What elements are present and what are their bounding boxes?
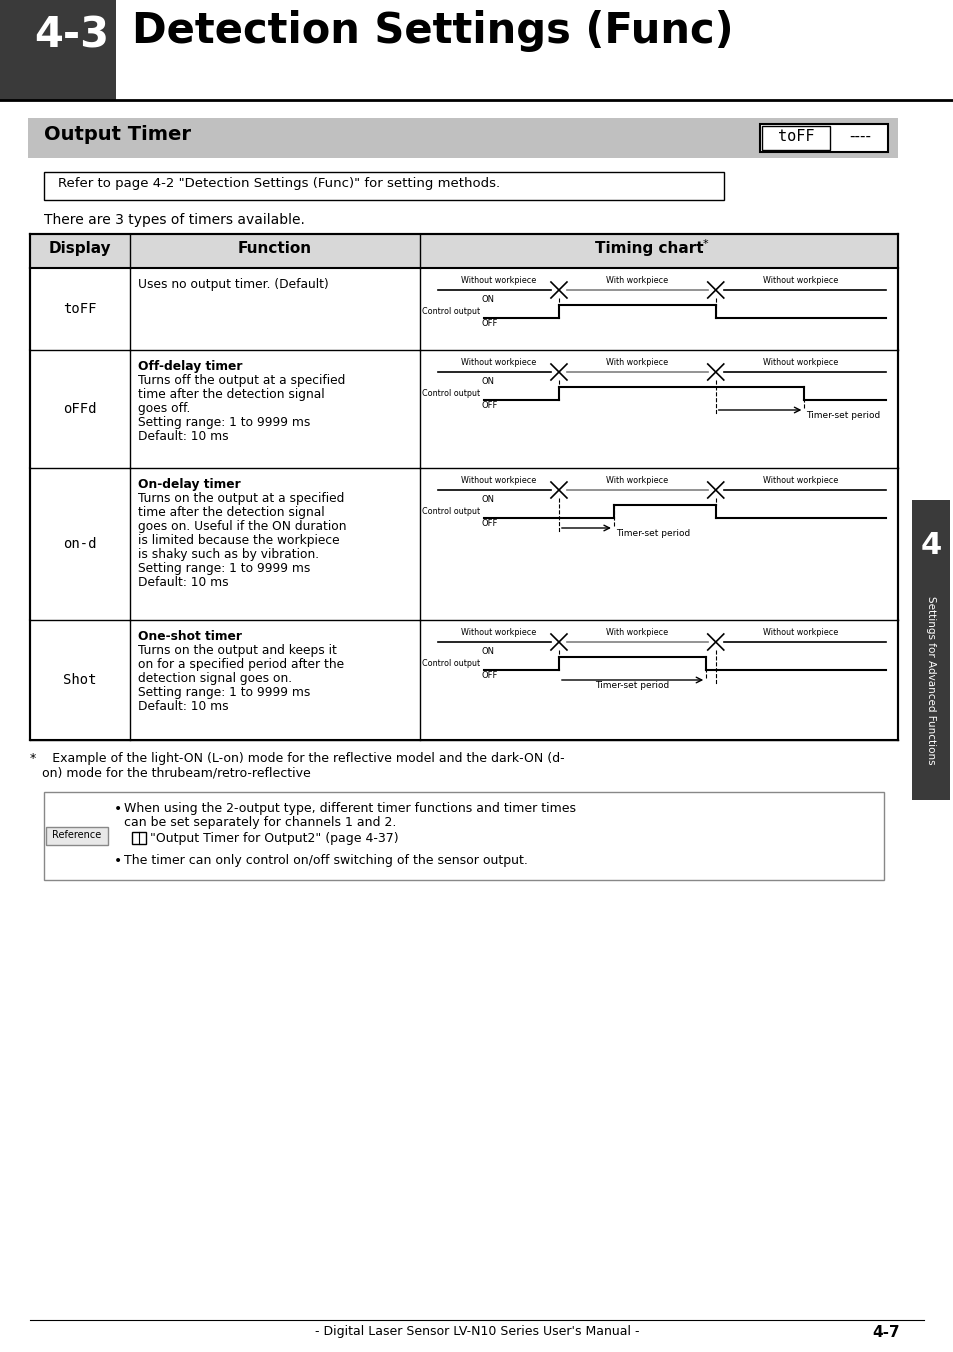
Bar <box>44 172 723 200</box>
Text: Without workpiece: Without workpiece <box>762 627 838 637</box>
Text: ON: ON <box>481 648 495 656</box>
Text: Off-delay timer: Off-delay timer <box>138 360 242 373</box>
Text: Function: Function <box>237 241 312 256</box>
Bar <box>30 234 897 268</box>
Text: Settings for Advanced Functions: Settings for Advanced Functions <box>925 596 935 764</box>
Bar <box>760 124 887 151</box>
Text: One-shot timer: One-shot timer <box>138 630 242 644</box>
Text: 4: 4 <box>920 530 941 560</box>
Text: on for a specified period after the: on for a specified period after the <box>138 658 344 671</box>
Text: With workpiece: With workpiece <box>606 358 668 366</box>
Text: ON: ON <box>481 495 495 504</box>
Text: on) mode for the thrubeam/retro-reflective: on) mode for the thrubeam/retro-reflecti… <box>30 767 311 779</box>
Text: Detection Settings (Func): Detection Settings (Func) <box>132 9 733 51</box>
Text: Without workpiece: Without workpiece <box>460 476 536 485</box>
Text: is shaky such as by vibration.: is shaky such as by vibration. <box>138 548 319 561</box>
Text: With workpiece: With workpiece <box>606 476 668 485</box>
Text: Default: 10 ms: Default: 10 ms <box>138 576 229 589</box>
Text: time after the detection signal: time after the detection signal <box>138 506 324 519</box>
Text: Turns on the output at a specified: Turns on the output at a specified <box>138 492 344 506</box>
Text: 4-3: 4-3 <box>34 14 110 55</box>
Text: ON: ON <box>481 295 495 304</box>
Text: Default: 10 ms: Default: 10 ms <box>138 430 229 443</box>
Text: "Output Timer for Output2" (page 4-37): "Output Timer for Output2" (page 4-37) <box>150 831 398 845</box>
Bar <box>44 792 883 880</box>
Text: •: • <box>113 802 122 817</box>
Text: There are 3 types of timers available.: There are 3 types of timers available. <box>44 214 305 227</box>
Text: on-d: on-d <box>63 537 96 552</box>
Text: On-delay timer: On-delay timer <box>138 479 240 491</box>
Text: Reference: Reference <box>52 830 102 840</box>
Text: *: * <box>702 239 708 249</box>
Text: Control output: Control output <box>421 307 479 316</box>
Text: Turns on the output and keeps it: Turns on the output and keeps it <box>138 644 336 657</box>
Text: Setting range: 1 to 9999 ms: Setting range: 1 to 9999 ms <box>138 562 310 575</box>
Text: can be set separately for channels 1 and 2.: can be set separately for channels 1 and… <box>124 817 395 829</box>
Text: OFF: OFF <box>481 319 497 329</box>
Text: toFF: toFF <box>63 301 96 316</box>
Bar <box>761 126 829 150</box>
Text: toFF: toFF <box>777 128 814 145</box>
Bar <box>0 0 953 100</box>
Bar <box>46 827 108 845</box>
Text: OFF: OFF <box>481 519 497 529</box>
Text: Timer-set period: Timer-set period <box>616 529 689 538</box>
Bar <box>132 831 146 844</box>
Text: Output Timer: Output Timer <box>44 124 191 145</box>
Text: detection signal goes on.: detection signal goes on. <box>138 672 292 685</box>
Bar <box>911 500 949 800</box>
Text: Display: Display <box>49 241 112 256</box>
Bar <box>116 0 953 100</box>
Text: Timing chart: Timing chart <box>594 241 702 256</box>
Text: The timer can only control on/off switching of the sensor output.: The timer can only control on/off switch… <box>124 854 527 867</box>
Text: Without workpiece: Without workpiece <box>460 627 536 637</box>
Text: OFF: OFF <box>481 402 497 410</box>
Text: Shot: Shot <box>63 673 96 687</box>
Text: Without workpiece: Without workpiece <box>460 358 536 366</box>
Text: OFF: OFF <box>481 671 497 680</box>
Text: is limited because the workpiece: is limited because the workpiece <box>138 534 339 548</box>
Text: Control output: Control output <box>421 658 479 668</box>
Text: With workpiece: With workpiece <box>606 276 668 285</box>
Text: Timer-set period: Timer-set period <box>595 681 669 690</box>
Text: Uses no output timer. (Default): Uses no output timer. (Default) <box>138 279 329 291</box>
Text: ----: ---- <box>848 128 870 145</box>
Text: Without workpiece: Without workpiece <box>762 358 838 366</box>
Text: •: • <box>113 854 122 868</box>
Text: Turns off the output at a specified: Turns off the output at a specified <box>138 375 345 387</box>
Text: ON: ON <box>481 377 495 387</box>
Bar <box>28 8 116 87</box>
Text: Setting range: 1 to 9999 ms: Setting range: 1 to 9999 ms <box>138 685 310 699</box>
Text: *    Example of the light-ON (L-on) mode for the reflective model and the dark-O: * Example of the light-ON (L-on) mode fo… <box>30 752 564 765</box>
Text: oFFd: oFFd <box>63 402 96 416</box>
Text: Without workpiece: Without workpiece <box>460 276 536 285</box>
Text: Control output: Control output <box>421 507 479 516</box>
Text: Setting range: 1 to 9999 ms: Setting range: 1 to 9999 ms <box>138 416 310 429</box>
Text: goes off.: goes off. <box>138 402 191 415</box>
Text: 4-7: 4-7 <box>871 1325 899 1340</box>
Text: With workpiece: With workpiece <box>606 627 668 637</box>
Text: Default: 10 ms: Default: 10 ms <box>138 700 229 713</box>
Text: time after the detection signal: time after the detection signal <box>138 388 324 402</box>
Text: Timer-set period: Timer-set period <box>805 411 880 420</box>
Text: Without workpiece: Without workpiece <box>762 276 838 285</box>
Text: Control output: Control output <box>421 389 479 397</box>
Text: - Digital Laser Sensor LV-N10 Series User's Manual -: - Digital Laser Sensor LV-N10 Series Use… <box>314 1325 639 1338</box>
Text: goes on. Useful if the ON duration: goes on. Useful if the ON duration <box>138 521 346 533</box>
Bar <box>28 118 897 158</box>
Text: When using the 2-output type, different timer functions and timer times: When using the 2-output type, different … <box>124 802 576 815</box>
Text: Without workpiece: Without workpiece <box>762 476 838 485</box>
Text: Refer to page 4-2 "Detection Settings (Func)" for setting methods.: Refer to page 4-2 "Detection Settings (F… <box>58 177 499 191</box>
